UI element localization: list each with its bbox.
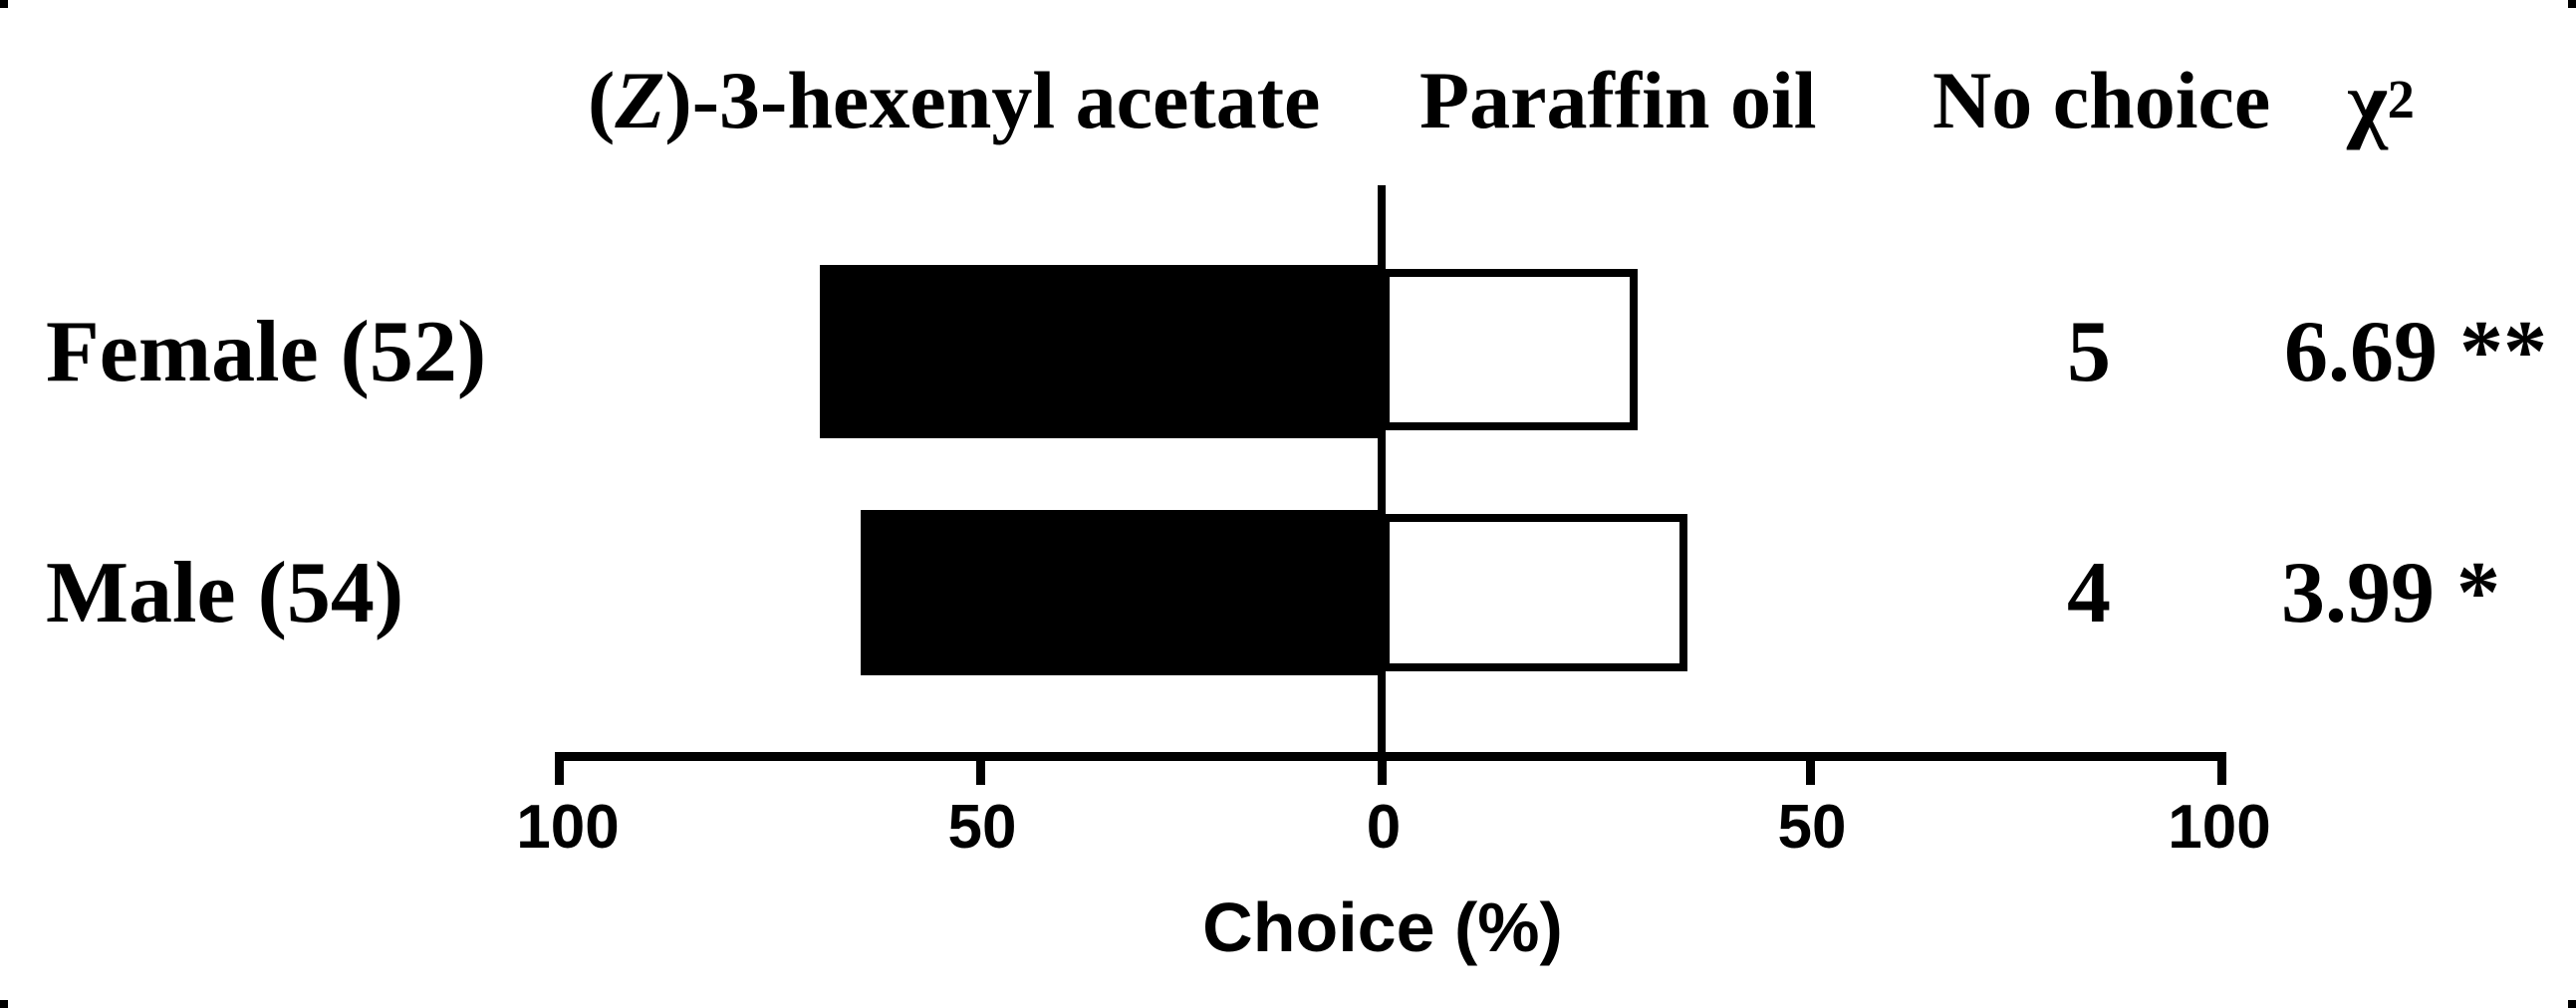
header-treatment-right: Paraffin oil bbox=[1419, 55, 1817, 145]
x-tick-label-50-right: 50 bbox=[1777, 793, 1847, 862]
row-label-female: Female (52) bbox=[46, 304, 487, 400]
chi-symbol: χ bbox=[2347, 55, 2388, 151]
x-axis-title: Choice (%) bbox=[1202, 888, 1563, 966]
female-paraffin-oil-bar bbox=[1382, 269, 1639, 430]
header-no-choice: No choice bbox=[1932, 55, 2271, 145]
male-paraffin-oil-bar bbox=[1382, 514, 1688, 671]
corner-mark bbox=[0, 0, 8, 8]
x-tick-label-100-left: 100 bbox=[516, 793, 620, 862]
x-tick-label-100-right: 100 bbox=[2168, 793, 2271, 862]
x-tick-label-0: 0 bbox=[1366, 793, 1402, 862]
x-tick-label-50-left: 50 bbox=[947, 793, 1017, 862]
corner-mark bbox=[0, 1000, 8, 1008]
paren-open: ( bbox=[588, 55, 616, 145]
male-no-choice-value: 4 bbox=[2067, 545, 2111, 641]
chi-superscript: 2 bbox=[2387, 69, 2415, 129]
x-axis-tick bbox=[976, 752, 985, 785]
x-axis-line bbox=[555, 752, 2226, 761]
row-label-male: Male (54) bbox=[46, 545, 404, 641]
header-chi-square: χ2 bbox=[2347, 55, 2415, 151]
female-chi-square-value: 6.69 ** bbox=[2284, 304, 2547, 400]
corner-mark bbox=[2568, 1000, 2576, 1008]
female-no-choice-value: 5 bbox=[2067, 304, 2111, 400]
italic-z: Z bbox=[615, 55, 665, 145]
male-hexenyl-acetate-bar bbox=[861, 510, 1382, 675]
x-axis-tick bbox=[1806, 752, 1815, 785]
header-treatment-left: (Z)-3-hexenyl acetate bbox=[588, 55, 1321, 145]
x-axis-tick bbox=[2217, 752, 2226, 785]
female-hexenyl-acetate-bar bbox=[819, 265, 1382, 438]
x-axis-tick bbox=[1378, 752, 1387, 785]
male-chi-square-value: 3.99 * bbox=[2281, 545, 2500, 641]
zero-axis-line bbox=[1378, 185, 1386, 757]
treatment-left-rest: )-3-hexenyl acetate bbox=[664, 55, 1321, 145]
x-axis-tick bbox=[555, 752, 564, 785]
corner-mark bbox=[2568, 0, 2576, 8]
